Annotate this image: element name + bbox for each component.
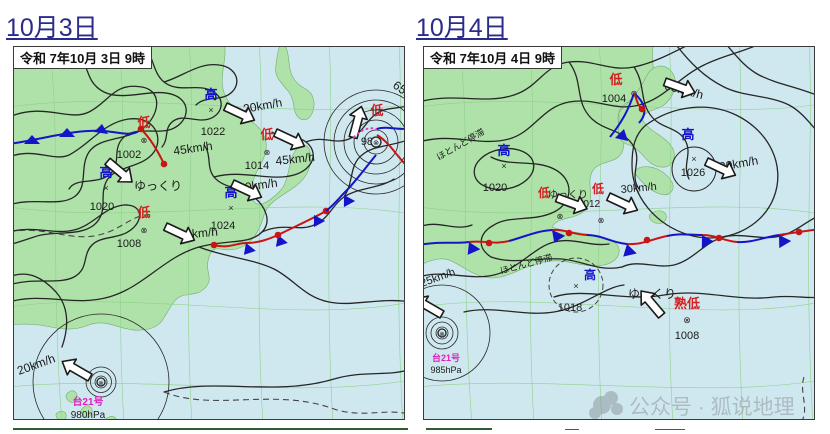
svg-text:1018: 1018 bbox=[558, 302, 582, 314]
svg-text:1020: 1020 bbox=[90, 201, 114, 213]
svg-text:低: 低 bbox=[259, 127, 273, 142]
svg-text:985hPa: 985hPa bbox=[430, 365, 461, 375]
svg-text:⊗: ⊗ bbox=[141, 226, 148, 235]
svg-text:台21号: 台21号 bbox=[432, 352, 460, 363]
svg-text:1026: 1026 bbox=[681, 167, 705, 179]
svg-text:980hPa: 980hPa bbox=[71, 410, 106, 420]
svg-text:1020: 1020 bbox=[483, 182, 507, 194]
svg-text:高: 高 bbox=[204, 87, 217, 102]
svg-text:1014: 1014 bbox=[245, 160, 269, 172]
svg-text:高: 高 bbox=[681, 127, 694, 142]
svg-text:公众号 · 狐说地理: 公众号 · 狐说地理 bbox=[629, 396, 795, 419]
svg-text:⊗: ⊗ bbox=[598, 216, 605, 225]
svg-text:×: × bbox=[228, 203, 233, 213]
svg-text:1022: 1022 bbox=[201, 126, 225, 138]
svg-text:1008: 1008 bbox=[117, 238, 141, 250]
svg-text:×: × bbox=[573, 281, 578, 291]
svg-text:低: 低 bbox=[608, 72, 622, 87]
svg-text:×: × bbox=[501, 161, 506, 171]
svg-text:×: × bbox=[691, 154, 696, 164]
svg-text:⊗: ⊗ bbox=[141, 136, 148, 145]
svg-text:⊗: ⊗ bbox=[557, 212, 564, 221]
svg-text:×: × bbox=[208, 105, 213, 115]
svg-text:⊗: ⊗ bbox=[683, 315, 691, 325]
svg-text:⊗: ⊗ bbox=[264, 148, 271, 157]
svg-text:低: 低 bbox=[591, 181, 604, 196]
svg-text:低: 低 bbox=[136, 205, 150, 220]
svg-text:⊗: ⊗ bbox=[373, 140, 379, 147]
svg-text:熟低: 熟低 bbox=[674, 296, 700, 311]
svg-text:1002: 1002 bbox=[117, 149, 141, 161]
svg-text:×: × bbox=[103, 183, 108, 193]
svg-text:1008: 1008 bbox=[675, 330, 699, 342]
svg-text:高: 高 bbox=[584, 267, 596, 282]
svg-text:ゆっくり: ゆっくり bbox=[134, 179, 182, 193]
svg-text:1004: 1004 bbox=[602, 93, 626, 105]
svg-text:高: 高 bbox=[497, 143, 510, 158]
svg-text:⊗: ⊗ bbox=[98, 380, 104, 387]
svg-text:⊗: ⊗ bbox=[439, 331, 445, 338]
svg-text:台21号: 台21号 bbox=[72, 395, 103, 408]
